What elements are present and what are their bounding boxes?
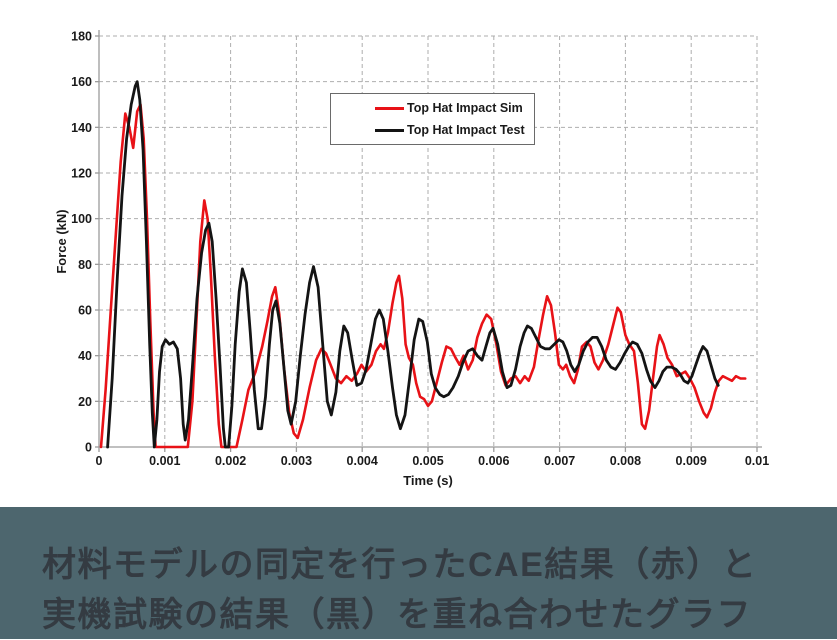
svg-text:20: 20 [78, 395, 92, 409]
legend-label-sim: Top Hat Impact Sim [407, 101, 523, 115]
chart-canvas: 0 0.001 0.002 0.003 0.004 0.005 0.006 0.007 0.00… [54, 30, 770, 489]
svg-text:0: 0 [85, 441, 92, 455]
svg-text:0.005: 0.005 [412, 454, 443, 468]
gridlines [99, 35, 758, 447]
test-series-line [106, 80, 720, 449]
svg-text:0.007: 0.007 [544, 454, 575, 468]
svg-text:0: 0 [96, 454, 103, 468]
y-tick-labels: 0 20 40 60 80 100 120 140 160 180 [71, 30, 92, 455]
sim-line-swatch [375, 106, 404, 110]
caption-line1: 材料モデルの同定を行ったCAE結果（赤）と [42, 546, 758, 584]
y-axis-title: Force (kN) [54, 209, 69, 273]
svg-text:0.004: 0.004 [347, 454, 378, 468]
chart-legend: Top Hat Impact Sim Top Hat Impact Test [330, 93, 535, 145]
svg-text:160: 160 [71, 75, 92, 89]
test-line-swatch [375, 128, 404, 132]
svg-text:120: 120 [71, 167, 92, 181]
svg-text:0.008: 0.008 [610, 454, 641, 468]
legend-label-test: Top Hat Impact Test [407, 123, 525, 137]
svg-text:0.003: 0.003 [281, 454, 312, 468]
x-tick-labels: 0 0.001 0.002 0.003 0.004 0.005 0.006 0.007 0.00… [96, 454, 770, 468]
svg-text:80: 80 [78, 258, 92, 272]
legend-item-sim: Top Hat Impact Sim [375, 101, 534, 115]
caption-line2: 実機試験の結果（黒）を重ね合わせたグラフ [42, 596, 752, 634]
svg-text:0.001: 0.001 [149, 454, 180, 468]
svg-text:0.002: 0.002 [215, 454, 246, 468]
svg-text:60: 60 [78, 304, 92, 318]
force-time-chart: 0 0.001 0.002 0.003 0.004 0.005 0.006 0.007 0.00… [54, 29, 770, 489]
caption-band: 材料モデルの同定を行ったCAE結果（赤）と 実機試験の結果（黒）を重ね合わせたグ… [0, 507, 837, 639]
legend-item-test: Top Hat Impact Test [375, 123, 534, 137]
svg-text:40: 40 [78, 349, 92, 363]
svg-text:100: 100 [71, 212, 92, 226]
svg-text:140: 140 [71, 121, 92, 135]
sim-series-line [99, 103, 747, 449]
svg-text:0.006: 0.006 [478, 454, 509, 468]
svg-text:180: 180 [71, 30, 92, 44]
x-axis-title: Time (s) [403, 473, 453, 488]
svg-text:0.01: 0.01 [745, 454, 769, 468]
svg-text:0.009: 0.009 [676, 454, 707, 468]
